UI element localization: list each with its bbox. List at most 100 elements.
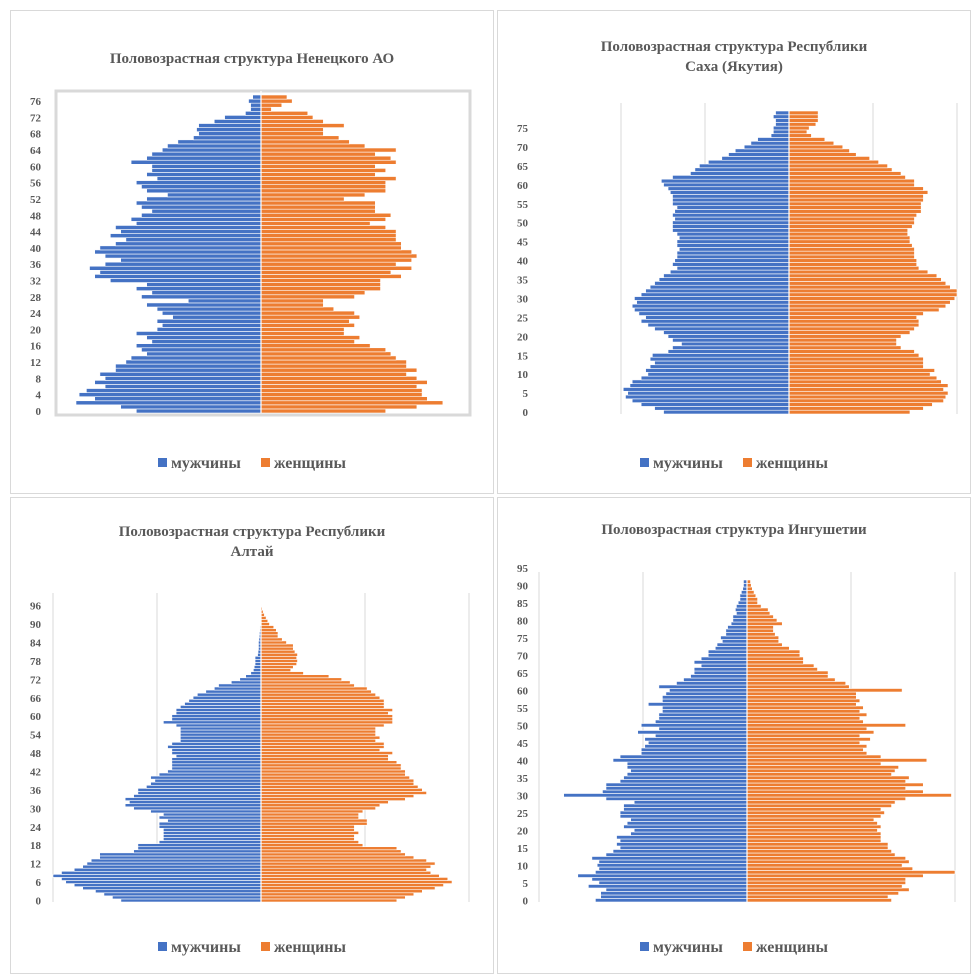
bar-male [158, 772, 262, 777]
bar-male [171, 741, 262, 746]
bar-male [598, 859, 748, 864]
bar-female [260, 318, 350, 324]
bar-male [158, 824, 262, 829]
bar-female [746, 842, 889, 847]
tick-label: 65 [517, 668, 529, 680]
bar-female [746, 856, 906, 861]
bar-female [788, 110, 819, 116]
bar-female [260, 241, 402, 247]
bar-male [78, 392, 262, 397]
bar-female [260, 331, 345, 336]
bar-female [788, 156, 870, 161]
bar-male [250, 102, 262, 108]
bar-female [746, 817, 875, 822]
bar-female [746, 625, 774, 630]
bar-male [616, 835, 748, 840]
bar-male [52, 874, 262, 878]
bar-male [254, 662, 262, 666]
bar-female [746, 684, 850, 689]
bar-male [669, 688, 748, 693]
bar-male [171, 763, 262, 768]
tick-label: 24 [30, 822, 42, 834]
female-swatch [742, 942, 752, 951]
bar-male [655, 719, 748, 724]
bar-female [746, 660, 804, 665]
bar-male [184, 702, 262, 706]
bar-male [732, 614, 748, 619]
bar-female [788, 402, 933, 407]
bar-female [260, 188, 387, 194]
bar-female [746, 733, 861, 738]
bar-female [746, 747, 864, 752]
bar-female [746, 870, 956, 875]
bar-female [260, 380, 428, 385]
bar-female [788, 224, 913, 229]
chart-title-line: Алтай [230, 544, 274, 560]
bar-female [788, 277, 942, 282]
bar-female [260, 698, 385, 703]
bar-male [94, 249, 262, 255]
bar-male [662, 695, 748, 700]
bar-male [591, 877, 748, 882]
bar-female [260, 404, 418, 410]
bar-female [260, 176, 397, 181]
bar-female [788, 247, 915, 252]
bar-male [626, 761, 748, 766]
bar-male [623, 824, 748, 829]
bar-female [260, 655, 297, 660]
legend: мужчины женщины [11, 455, 493, 473]
bar-male [605, 796, 748, 801]
bar-female [260, 831, 359, 835]
bar-male [622, 387, 790, 392]
bar-female [260, 714, 393, 719]
bar-male [245, 111, 262, 116]
bar-male [151, 290, 262, 296]
bar-female [260, 674, 330, 679]
bar-male [133, 806, 262, 811]
bar-female [260, 253, 418, 259]
bar-male [647, 322, 790, 328]
tick-label: 35 [517, 773, 529, 785]
bar-male [73, 867, 262, 872]
chart-title-line: Саха (Якутия) [685, 59, 783, 75]
bar-female [260, 895, 406, 900]
bar-male [137, 846, 262, 851]
bar-female [260, 883, 444, 887]
bar-female [260, 772, 406, 777]
bar-female [260, 705, 385, 709]
tick-label: 76 [30, 96, 42, 108]
bar-female [260, 257, 413, 263]
tick-label: 44 [30, 227, 42, 239]
bar-male [103, 892, 262, 897]
bar-female [260, 302, 324, 308]
bar-female [746, 642, 783, 647]
tick-label: 54 [30, 730, 42, 742]
bar-male [99, 852, 262, 857]
tick-label: 60 [517, 685, 529, 697]
bar-female [746, 838, 882, 843]
bar-male [699, 163, 790, 169]
bar-male [616, 842, 748, 847]
bar-female [260, 877, 449, 881]
bar-male [104, 376, 262, 381]
bar-female [788, 296, 956, 301]
bar-female [788, 273, 938, 278]
bar-female [260, 702, 385, 706]
bar-female [260, 803, 381, 808]
bar-male [658, 716, 748, 721]
bar-male [146, 784, 262, 789]
bar-male [676, 265, 790, 271]
bar-female [260, 204, 376, 210]
bar-female [746, 723, 906, 728]
bar-male [631, 303, 790, 309]
bar-female [788, 281, 947, 286]
bar-female [260, 791, 427, 795]
bar-male [676, 254, 790, 260]
bar-male [252, 94, 262, 100]
bar-male [171, 766, 262, 771]
bar-female [260, 898, 398, 903]
bar-male [681, 341, 790, 347]
bar-male [693, 660, 748, 665]
bar-male [669, 269, 790, 275]
bar-female [746, 639, 780, 644]
